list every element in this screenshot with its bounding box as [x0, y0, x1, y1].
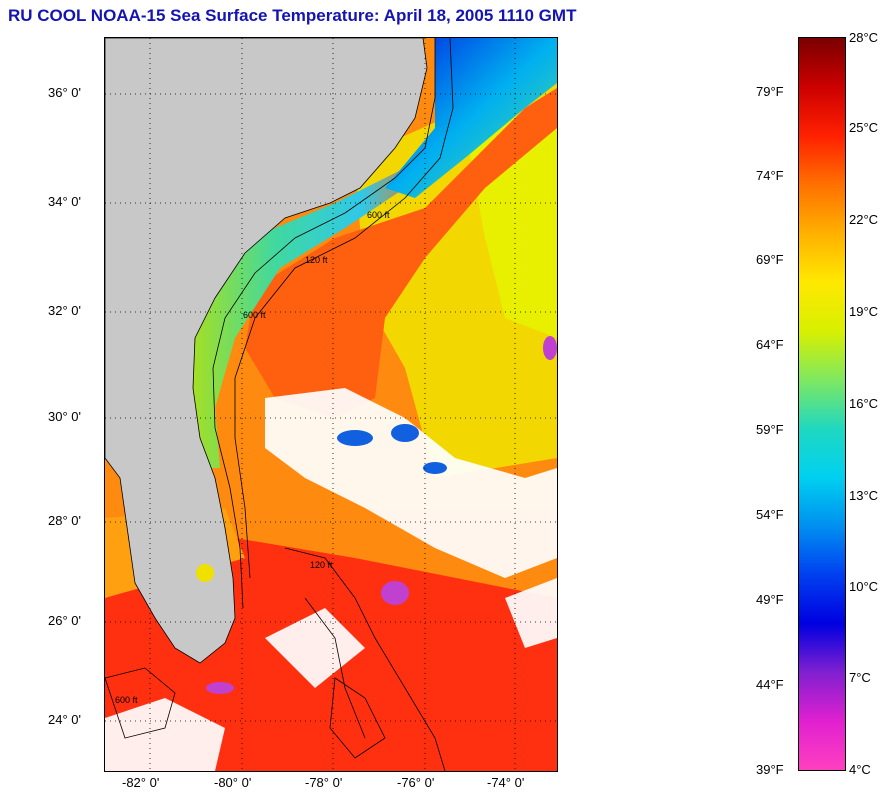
contour-label: 600 ft: [367, 210, 390, 220]
colorbar-celsius-label: 16°C: [849, 396, 879, 411]
latitude-label: 32° 0': [48, 303, 81, 318]
latitude-label: 26° 0': [48, 613, 81, 628]
contour-label: 120 ft: [305, 255, 328, 265]
longitude-label: -82° 0': [122, 775, 160, 790]
longitude-label: -78° 0': [305, 775, 343, 790]
colorbar-fahrenheit-label: 79°F: [756, 84, 784, 99]
colorbar-celsius-label: 4°C: [849, 762, 871, 777]
colorbar-celsius-label: 7°C: [849, 670, 871, 685]
latitude-label: 36° 0': [48, 85, 81, 100]
map-title: RU COOL NOAA-15 Sea Surface Temperature:…: [8, 6, 577, 25]
cold-patches: [337, 424, 447, 474]
latitude-label: 24° 0': [48, 712, 81, 727]
colorbar-fahrenheit-label: 69°F: [756, 252, 784, 267]
colorbar-fahrenheit-label: 49°F: [756, 592, 784, 607]
latitude-label: 28° 0': [48, 513, 81, 528]
longitude-label: -76° 0': [397, 775, 435, 790]
longitude-label: -80° 0': [214, 775, 252, 790]
colorbar-celsius-label: 28°C: [849, 30, 879, 45]
purple-patches: [206, 336, 557, 694]
colorbar-fahrenheit-label: 59°F: [756, 422, 784, 437]
contour-label: 600 ft: [243, 310, 266, 320]
colorbar-fahrenheit-label: 64°F: [756, 337, 784, 352]
colorbar-fahrenheit-label: 39°F: [756, 762, 784, 777]
colorbar-celsius-label: 25°C: [849, 120, 879, 135]
longitude-label: -74° 0': [487, 775, 525, 790]
sst-map[interactable]: 120 ft 600 ft 600 ft 120 ft 600 ft: [104, 37, 558, 772]
colorbar-fahrenheit-label: 74°F: [756, 168, 784, 183]
colorbar-celsius-label: 13°C: [849, 488, 879, 503]
temperature-colorbar: [798, 37, 846, 771]
latitude-label: 30° 0': [48, 409, 81, 424]
colorbar-fahrenheit-label: 54°F: [756, 507, 784, 522]
lat-lon-grid: [105, 38, 557, 771]
colorbar-fahrenheit-label: 44°F: [756, 677, 784, 692]
gulf-stream: [245, 88, 557, 418]
contour-label: 120 ft: [310, 560, 333, 570]
latitude-label: 34° 0': [48, 194, 81, 209]
colorbar-celsius-label: 10°C: [849, 579, 879, 594]
land-mass: [105, 38, 428, 664]
northern-cold-water: [385, 38, 557, 198]
colorbar-celsius-label: 19°C: [849, 304, 879, 319]
colorbar-celsius-label: 22°C: [849, 212, 879, 227]
sst-map-canvas: 120 ft 600 ft 600 ft 120 ft 600 ft: [105, 38, 557, 771]
contour-label: 600 ft: [115, 695, 138, 705]
lake-okeechobee: [196, 564, 214, 582]
